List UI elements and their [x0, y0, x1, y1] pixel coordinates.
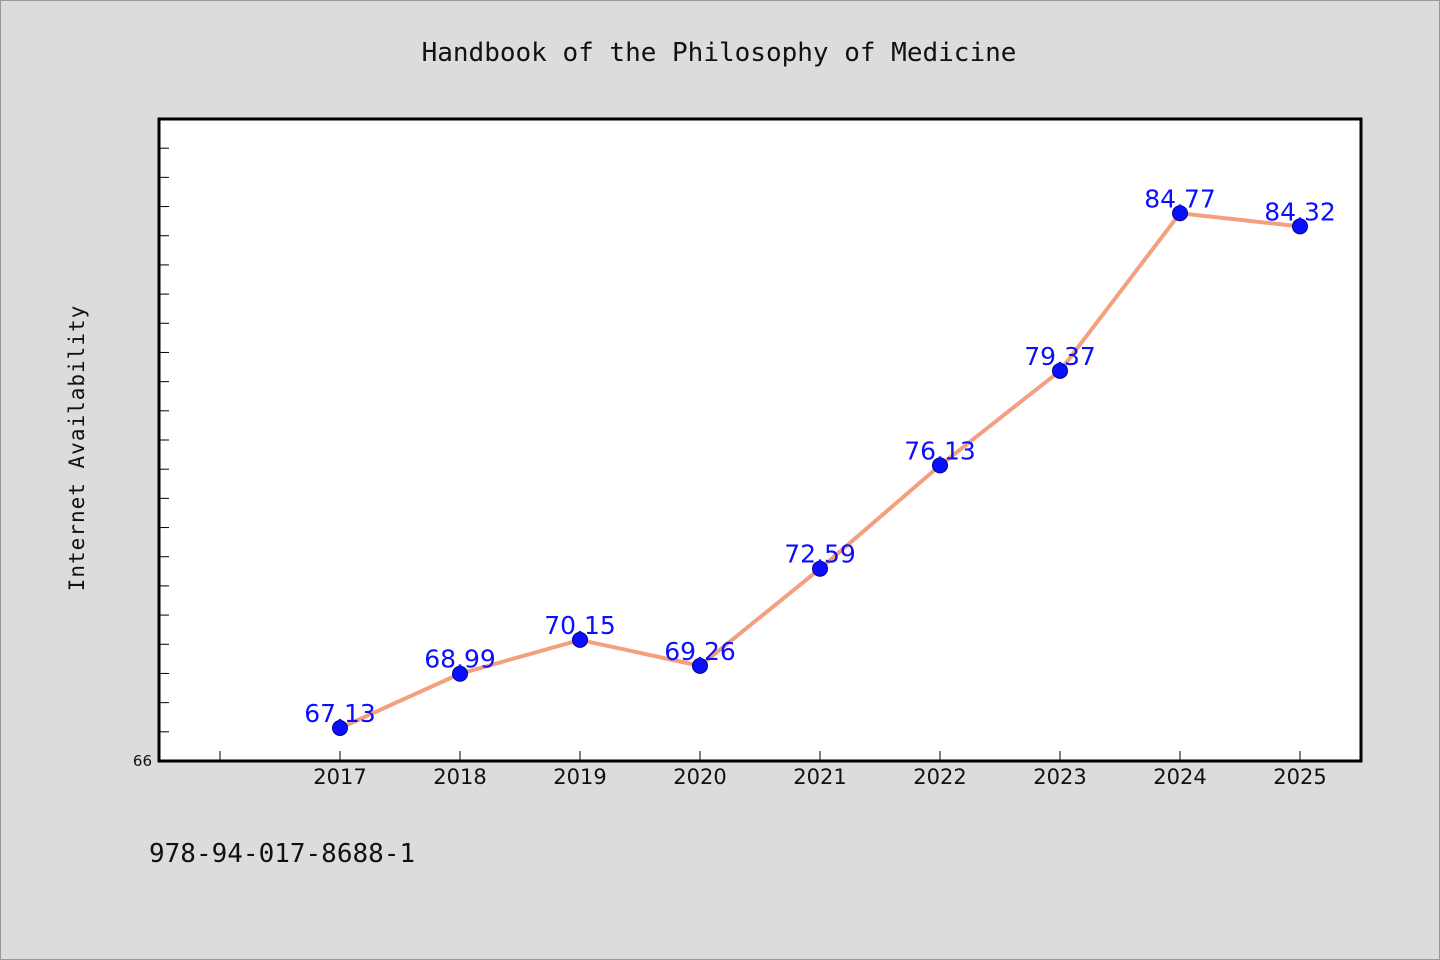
data-point — [932, 457, 948, 474]
x-tick-label: 2020 — [673, 765, 726, 789]
data-point — [1052, 362, 1068, 379]
isbn-label: 978-94-017-8688-1 — [149, 839, 415, 869]
chart-title: Handbook of the Philosophy of Medicine — [422, 38, 1017, 68]
series-internet-availability: 67.13 68.99 70.15 69.26 72.59 76.13 79.37 84.77… — [304, 184, 1336, 737]
data-point — [332, 720, 348, 737]
x-tick-label: 2018 — [433, 765, 486, 789]
data-label: 76.13 — [904, 436, 976, 465]
x-tick-label: 2022 — [913, 765, 966, 789]
data-point — [1292, 218, 1308, 235]
data-point — [572, 631, 588, 648]
x-tick-label: 2025 — [1273, 765, 1326, 789]
x-tick-label: 2024 — [1153, 765, 1206, 789]
data-point — [812, 560, 828, 577]
data-point — [692, 657, 708, 674]
data-point — [452, 665, 468, 682]
x-axis-ticks: 2017 2018 2019 2020 2021 2022 2023 2024 2025 — [219, 751, 1327, 789]
data-label: 84.77 — [1144, 184, 1216, 213]
x-tick-label: 2021 — [793, 765, 846, 789]
x-tick-label: 2019 — [553, 765, 606, 789]
x-tick-label: 2017 — [313, 765, 366, 789]
y-tick-label: 66 — [133, 752, 152, 770]
data-label: 72.59 — [784, 540, 856, 569]
data-label: 84.32 — [1264, 197, 1336, 226]
data-label: 68.99 — [424, 645, 496, 674]
y-axis-label: Internet Availability — [65, 305, 89, 592]
data-label: 67.13 — [304, 699, 376, 728]
y-axis-ticks: 66 — [133, 147, 169, 770]
data-label: 70.15 — [544, 611, 616, 640]
data-point — [1172, 205, 1188, 222]
x-tick-label: 2023 — [1033, 765, 1086, 789]
data-label: 69.26 — [664, 637, 736, 666]
data-label: 79.37 — [1024, 342, 1096, 371]
plot-area — [157, 117, 1363, 763]
